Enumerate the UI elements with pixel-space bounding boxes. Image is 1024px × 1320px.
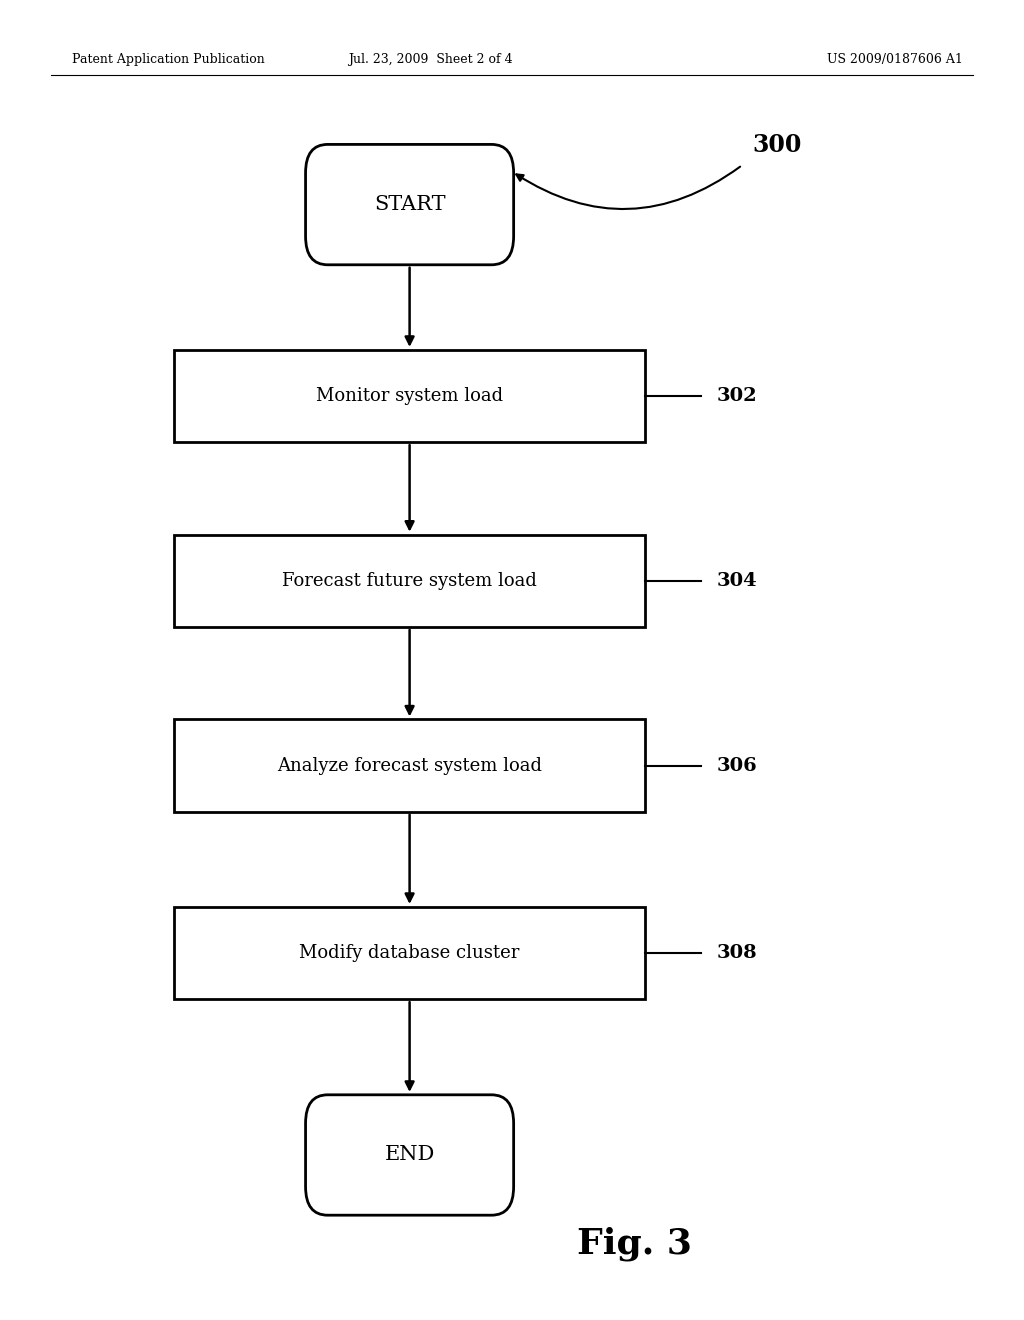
Text: 302: 302 <box>717 387 758 405</box>
Text: Modify database cluster: Modify database cluster <box>299 944 520 962</box>
Text: US 2009/0187606 A1: US 2009/0187606 A1 <box>826 53 963 66</box>
Text: Monitor system load: Monitor system load <box>316 387 503 405</box>
Text: START: START <box>374 195 445 214</box>
Bar <box>174 719 645 812</box>
Text: 308: 308 <box>717 944 758 962</box>
Text: 304: 304 <box>717 572 758 590</box>
Text: Analyze forecast system load: Analyze forecast system load <box>278 756 542 775</box>
Text: Jul. 23, 2009  Sheet 2 of 4: Jul. 23, 2009 Sheet 2 of 4 <box>348 53 512 66</box>
Text: Fig. 3: Fig. 3 <box>578 1226 692 1261</box>
FancyBboxPatch shape <box>305 144 514 265</box>
Text: END: END <box>384 1146 435 1164</box>
Text: Patent Application Publication: Patent Application Publication <box>72 53 264 66</box>
Text: Forecast future system load: Forecast future system load <box>283 572 537 590</box>
Text: 300: 300 <box>753 133 802 157</box>
FancyBboxPatch shape <box>305 1094 514 1216</box>
Bar <box>174 535 645 627</box>
Bar <box>174 907 645 999</box>
Text: 306: 306 <box>717 756 758 775</box>
Bar <box>174 350 645 442</box>
